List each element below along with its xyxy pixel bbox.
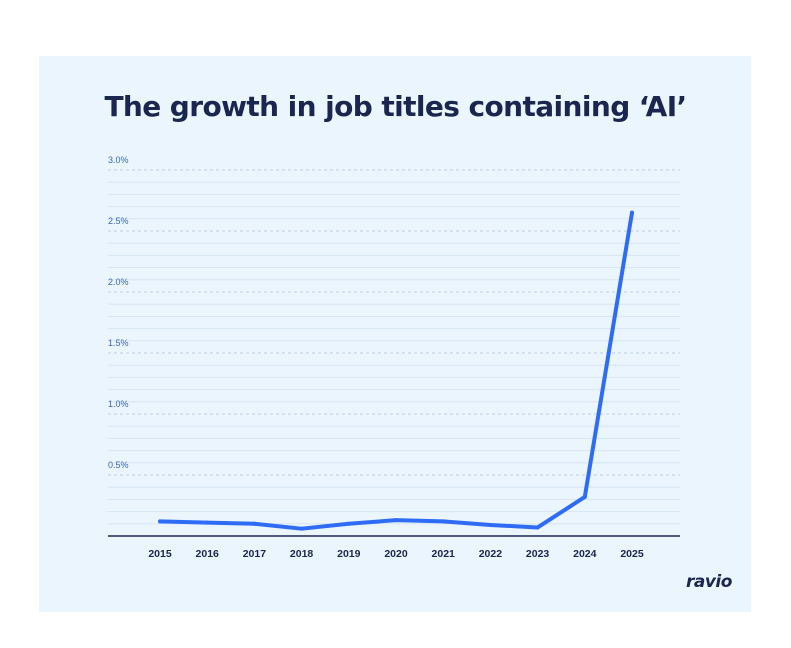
series-group — [158, 210, 634, 531]
data-point — [346, 521, 351, 526]
gridlines — [108, 169, 680, 525]
y-tick-label: 1.0% — [108, 399, 129, 409]
data-point — [488, 523, 493, 528]
x-tick-label: 2019 — [337, 548, 361, 560]
data-point — [441, 519, 446, 524]
x-tick-label: 2016 — [196, 548, 220, 560]
data-point — [252, 521, 257, 526]
data-point — [299, 526, 304, 531]
data-point — [205, 520, 210, 525]
x-tick-label: 2022 — [479, 548, 503, 560]
chart-title: The growth in job titles containing ‘AI’ — [104, 90, 687, 123]
x-tick-label: 2023 — [526, 548, 550, 560]
data-point — [535, 525, 540, 530]
data-point — [158, 519, 162, 524]
x-tick-label: 2017 — [243, 548, 267, 560]
x-tick-label: 2024 — [573, 548, 597, 560]
x-axis-ticks: 2015 2016 2017 2018 2019 2020 2021 2022 2023 2024… — [148, 548, 644, 560]
x-tick-label: 2018 — [290, 548, 314, 560]
x-tick-label: 2025 — [620, 548, 644, 560]
data-point — [630, 210, 634, 215]
ravio-logo: ravio — [686, 572, 732, 592]
x-tick-label: 2015 — [148, 548, 172, 560]
y-tick-label: 2.0% — [108, 277, 129, 287]
x-tick-label: 2020 — [384, 548, 408, 560]
x-tick-label: 2021 — [432, 548, 456, 560]
data-point — [394, 518, 398, 523]
y-tick-label: 3.0% — [108, 155, 129, 165]
y-axis-ticks: 0.5% 1.0% 1.5% 2.0% 2.5% 3.0% — [108, 155, 129, 470]
data-point — [582, 494, 587, 499]
series-line — [158, 210, 634, 531]
y-tick-label: 0.5% — [108, 460, 129, 470]
y-tick-label: 1.5% — [108, 338, 129, 348]
y-tick-label: 2.5% — [108, 216, 129, 226]
